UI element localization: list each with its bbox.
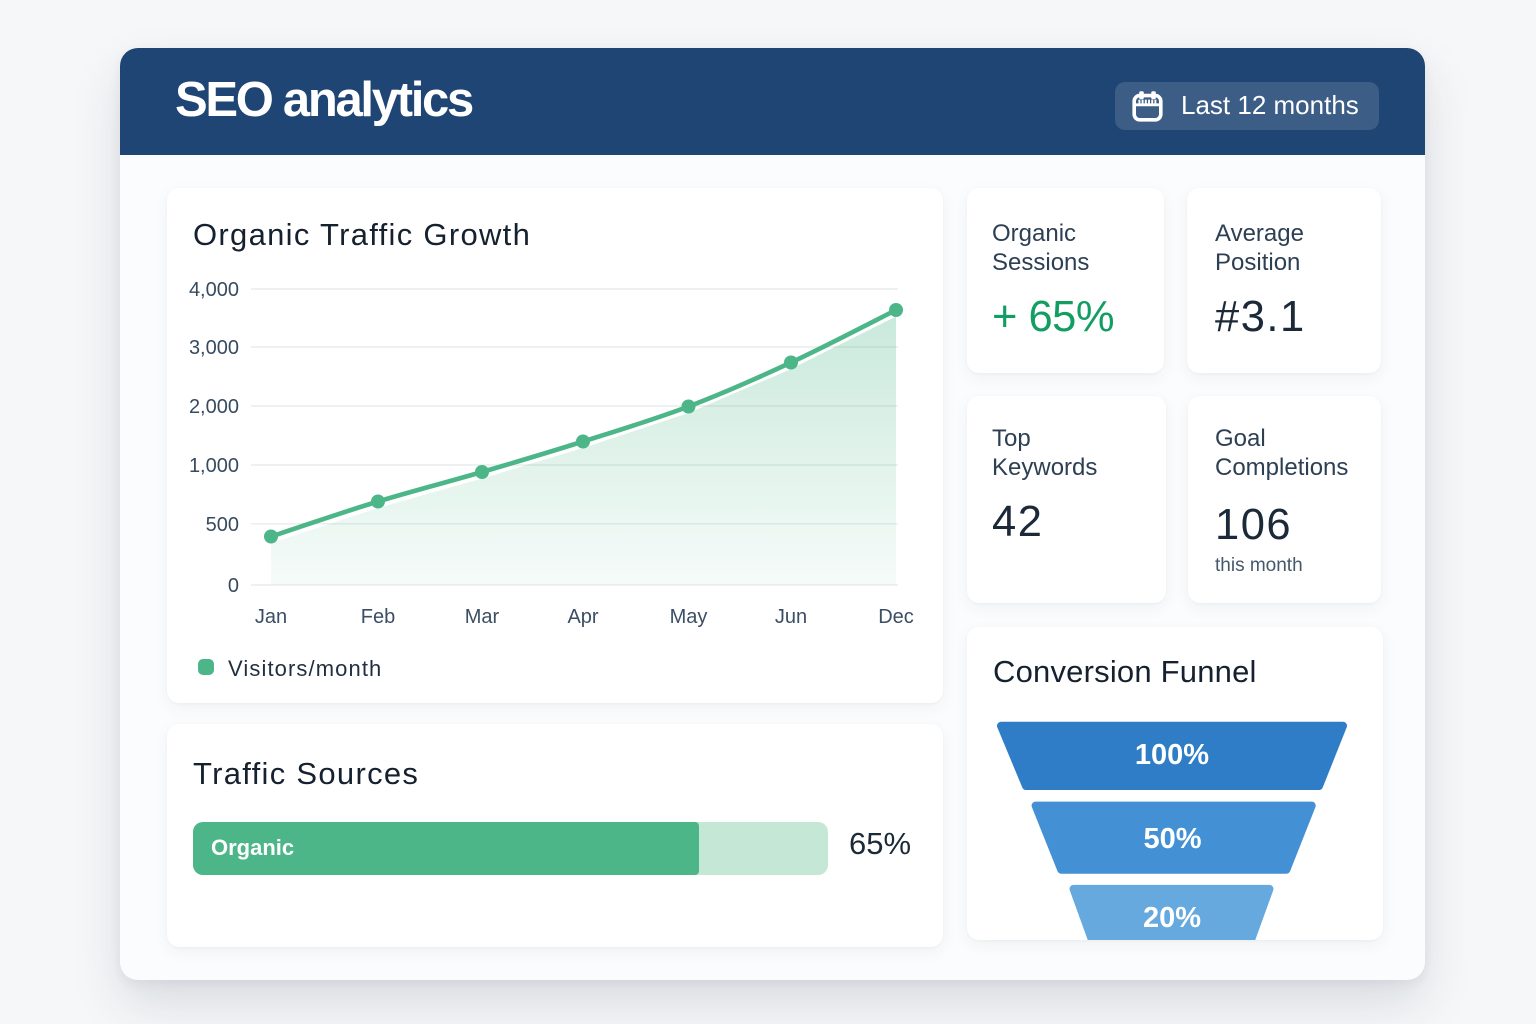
svg-text:0: 0 [228, 575, 239, 597]
svg-text:Visitors/month: Visitors/month [228, 656, 382, 681]
svg-text:4,000: 4,000 [189, 279, 239, 301]
svg-text:Mar: Mar [465, 606, 500, 628]
svg-text:2,000: 2,000 [189, 396, 239, 418]
svg-text:Dec: Dec [878, 606, 914, 628]
svg-text:20%: 20% [1143, 902, 1201, 934]
svg-text:1,000: 1,000 [189, 455, 239, 477]
svg-text:Apr: Apr [567, 606, 598, 628]
svg-text:May: May [670, 606, 708, 628]
svg-text:Jan: Jan [255, 606, 287, 628]
svg-text:100%: 100% [1135, 739, 1209, 771]
svg-text:500: 500 [206, 514, 239, 536]
svg-text:Feb: Feb [361, 606, 395, 628]
svg-text:3,000: 3,000 [189, 337, 239, 359]
svg-text:Jun: Jun [775, 606, 807, 628]
svg-text:50%: 50% [1143, 823, 1201, 855]
